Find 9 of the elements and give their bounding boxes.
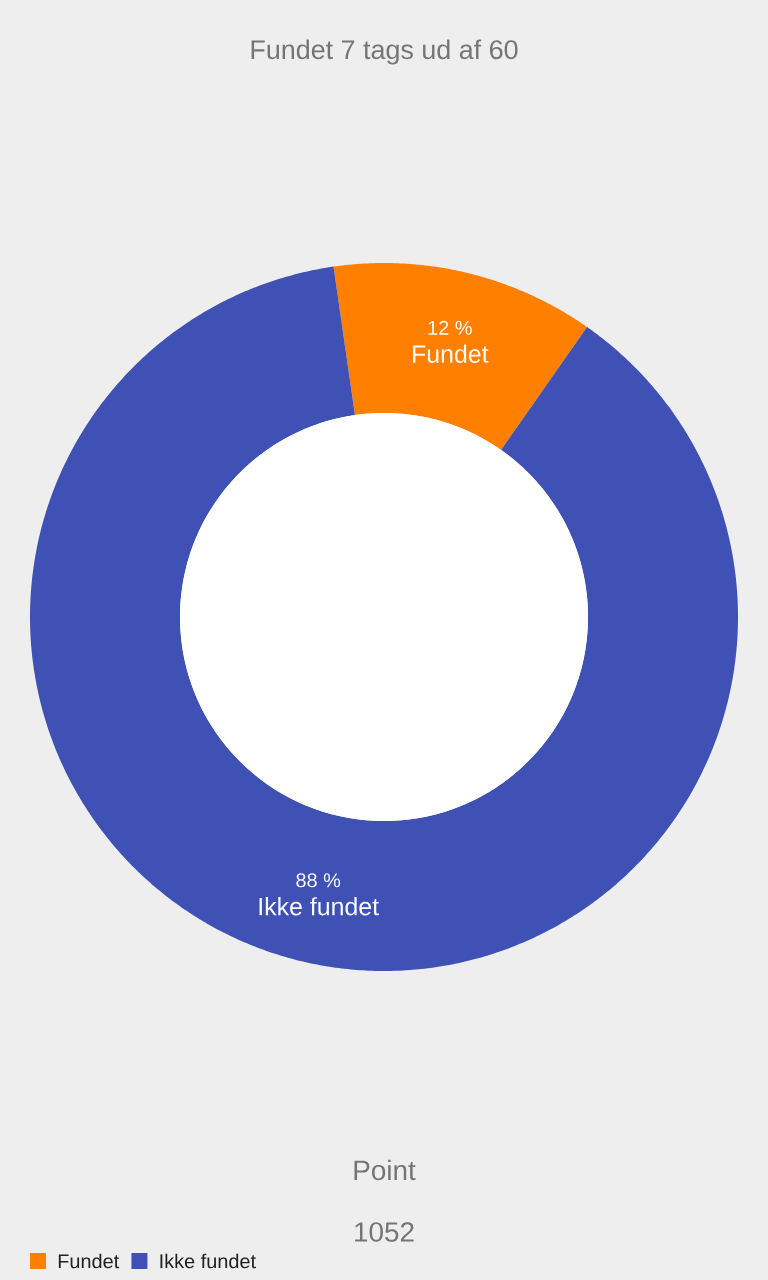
data-label: 12 % xyxy=(428,320,472,335)
slice-label: Ikke fundet xyxy=(259,897,379,916)
legend-label: Ikke fundet xyxy=(160,1253,256,1269)
text: 1052 xyxy=(355,1222,414,1242)
legend-label: Fundet xyxy=(58,1253,120,1269)
slice-label: Fundet xyxy=(413,344,489,363)
text: Point xyxy=(354,1159,416,1181)
chart-title: Fundet 7 tags ud af 60 xyxy=(251,39,518,65)
data-label: 88 % xyxy=(296,873,341,888)
